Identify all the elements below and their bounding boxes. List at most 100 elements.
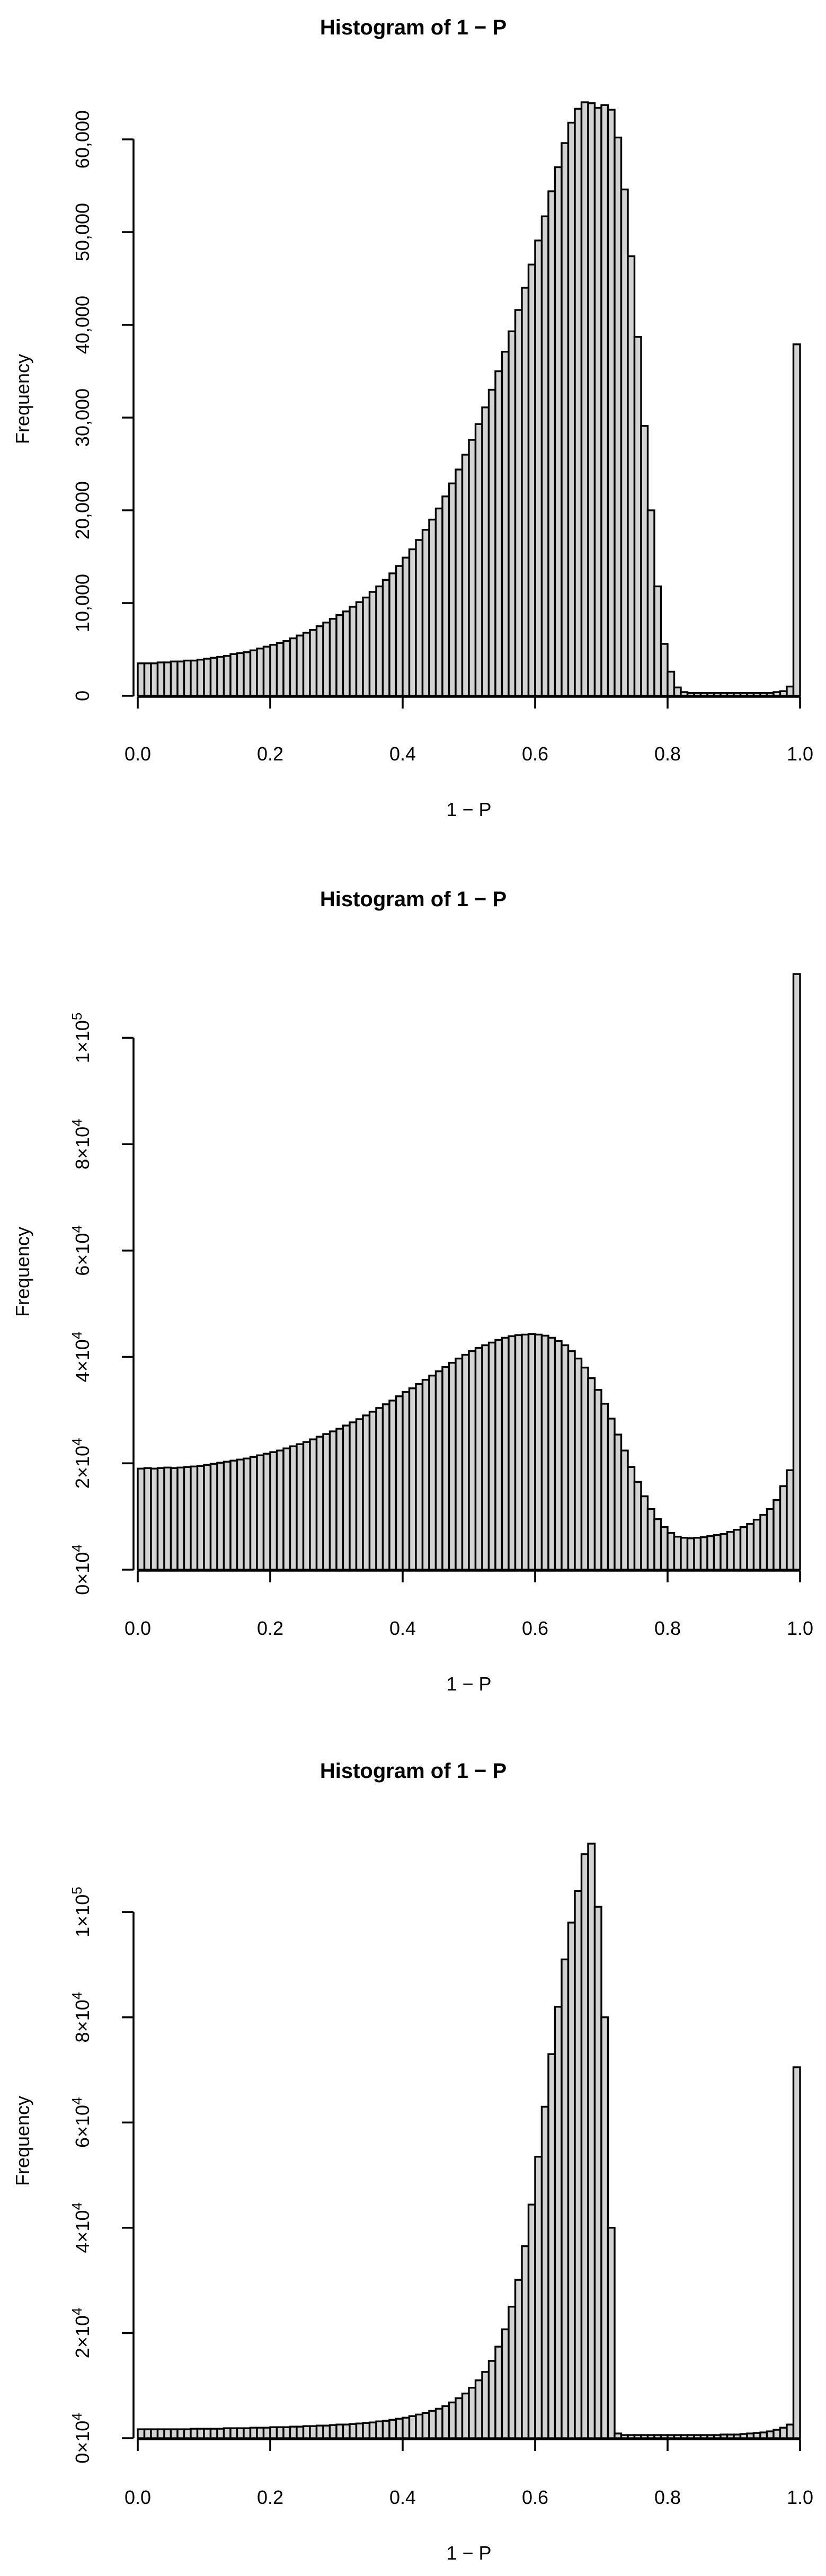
histogram-bar [580, 1853, 589, 2439]
y-tick-label: 60,000 [72, 110, 93, 169]
histogram-bar [726, 1531, 735, 1571]
histogram-bar [786, 1469, 795, 1571]
histogram-panel-2: Histogram of 1 − P 1 − P Frequency 0.0 0.… [12, 888, 813, 1695]
histogram-bar [593, 107, 602, 697]
histogram-bar [289, 1445, 298, 1571]
histogram-bar [527, 1333, 536, 1571]
histogram-bar [150, 2428, 159, 2439]
histogram-bar [620, 188, 629, 697]
histogram-bar [607, 1418, 616, 1571]
x-axis-label: 1 − P [446, 799, 491, 820]
histogram-bar [335, 2423, 344, 2439]
y-tick-label: 10,000 [72, 574, 93, 632]
y-axis-label: Frequency [12, 1227, 33, 1317]
histogram-bar [143, 1467, 152, 1571]
histogram-bar [686, 2434, 695, 2439]
x-axis-label: 1 − P [446, 1673, 491, 1695]
x-tick-label: 0.6 [522, 743, 548, 765]
histogram-bar [547, 2053, 556, 2439]
histogram-bar [660, 643, 669, 697]
histogram-bar [593, 1906, 602, 2439]
histogram-bar [673, 686, 682, 697]
histogram-bar [143, 2428, 152, 2439]
histogram-bar [455, 468, 464, 697]
histogram-bar [514, 1334, 523, 1571]
y-tick-label: 30,000 [72, 388, 93, 447]
histogram-bar [501, 351, 510, 697]
histogram-bar [375, 1407, 384, 1571]
histogram-bar [150, 662, 159, 697]
x-tick-label: 0.6 [522, 2486, 548, 2508]
histogram-bar [243, 2427, 252, 2439]
histogram-bar [720, 2433, 729, 2439]
histogram-bar [381, 579, 390, 697]
histogram-bar [309, 2425, 318, 2439]
histogram-bar [772, 691, 781, 697]
x-tick-label: 0.0 [125, 743, 151, 765]
histogram-bar [739, 692, 748, 697]
y-tick-label: 6×104 [69, 1225, 93, 1276]
histogram-bar [143, 662, 152, 697]
histogram-bar [481, 2371, 490, 2439]
histogram-bar [766, 1508, 775, 1571]
histogram-bar [203, 2428, 212, 2439]
histogram-bar [229, 2427, 238, 2439]
histogram-bar [236, 1458, 245, 1571]
axes: 0.0 0.2 0.4 0.6 0.8 1.0 0×104 2×104 4×104 6×104 8×… [69, 1887, 813, 2508]
histogram-bar [282, 2426, 291, 2439]
histogram-bar [415, 539, 424, 697]
histogram-bar [646, 1508, 655, 1571]
histogram-bar [434, 507, 443, 697]
histogram-bar [150, 1467, 159, 1571]
histogram-bar [262, 2427, 271, 2439]
y-tick-label: 1×105 [69, 1887, 93, 1937]
histogram-bar [779, 690, 788, 697]
histogram-bar [402, 556, 411, 697]
histogram-bar [322, 1433, 331, 1571]
histogram-bar [434, 1370, 443, 1571]
histogram-bar [640, 2434, 649, 2439]
histogram-bar [726, 2433, 735, 2439]
histogram-bar [415, 1383, 424, 1571]
histogram-bar [680, 2434, 689, 2439]
histogram-bar [137, 1467, 146, 1571]
histogram-bar [494, 370, 503, 697]
histogram-bar [653, 1518, 662, 1571]
histogram-bar [342, 2423, 351, 2439]
histogram-bar [381, 2420, 390, 2439]
x-tick-label: 0.2 [257, 2486, 283, 2508]
histogram-bar [243, 651, 252, 697]
histogram-bar [448, 2401, 457, 2439]
y-tick-label: 4×104 [69, 1332, 93, 1383]
histogram-bar [521, 2245, 530, 2439]
histogram-bar [183, 2428, 192, 2439]
histogram-bar [421, 2412, 430, 2439]
histogram-bar [521, 1333, 530, 1571]
histogram-bar [468, 1350, 477, 1571]
histogram-bar [156, 2428, 165, 2439]
histogram-bar [349, 606, 358, 697]
histogram-bar [554, 166, 563, 697]
histogram-bar [746, 1522, 755, 1571]
histogram-bars [137, 1843, 801, 2439]
histogram-bar [302, 1441, 311, 1571]
histogram-bar [216, 2428, 225, 2439]
histogram-bars [137, 973, 801, 1571]
histogram-bar [428, 2410, 437, 2439]
histogram-bar [328, 2424, 337, 2439]
histogram-bar [534, 240, 543, 697]
histogram-bar [600, 1403, 609, 1571]
histogram-bar [627, 255, 636, 697]
x-tick-label: 0.2 [257, 1617, 283, 1639]
histogram-bar [766, 692, 775, 697]
y-tick-label: 0 [72, 691, 93, 701]
histogram-bar [156, 661, 165, 697]
histogram-bar [468, 2386, 477, 2439]
histogram-bar [633, 1481, 642, 1571]
histogram-bar [468, 439, 477, 697]
x-tick-label: 1.0 [787, 743, 813, 765]
histogram-bar [567, 121, 576, 697]
axes: 0.0 0.2 0.4 0.6 0.8 1.0 0×104 2×104 4×104 6×104 8×… [69, 1013, 813, 1639]
histogram-bar [706, 2434, 715, 2439]
histogram-bar [289, 2425, 298, 2439]
